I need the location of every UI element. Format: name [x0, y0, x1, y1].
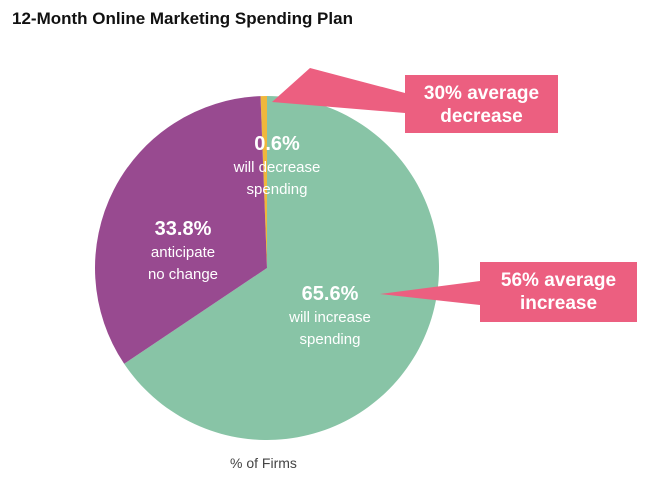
pie-slice-no-change [95, 96, 268, 364]
slice-desc-no-change: anticipate [151, 244, 215, 261]
slice-desc-decrease: will decrease [233, 159, 321, 176]
callout-text-decrease: decrease [440, 106, 522, 127]
callout-box-decrease [405, 75, 558, 133]
pie-slice-increase [124, 96, 440, 440]
callout-pointer-decrease [272, 68, 405, 113]
chart-caption: % of Firms [230, 455, 297, 471]
pie-slices [95, 95, 440, 440]
callout-box-increase [480, 262, 637, 322]
chart-title: 12-Month Online Marketing Spending Plan [12, 9, 353, 28]
slice-value-increase: 65.6% [302, 283, 359, 305]
slice-value-no-change: 33.8% [155, 218, 212, 240]
slice-value-decrease: 0.6% [254, 133, 300, 155]
callout-pointer-increase [380, 281, 480, 305]
slice-desc-increase: spending [300, 331, 361, 348]
pie-slice-decrease [260, 95, 267, 268]
slice-desc-no-change: no change [148, 266, 218, 283]
callout-text-decrease: 30% average [424, 83, 539, 104]
callout-text-increase: 56% average [501, 270, 616, 291]
callout-text-increase: increase [520, 293, 597, 314]
slice-desc-increase: will increase [288, 309, 371, 326]
slice-desc-decrease: spending [247, 181, 308, 198]
slice-labels: 0.6% will decrease spending 65.6% will incre… [148, 133, 371, 348]
